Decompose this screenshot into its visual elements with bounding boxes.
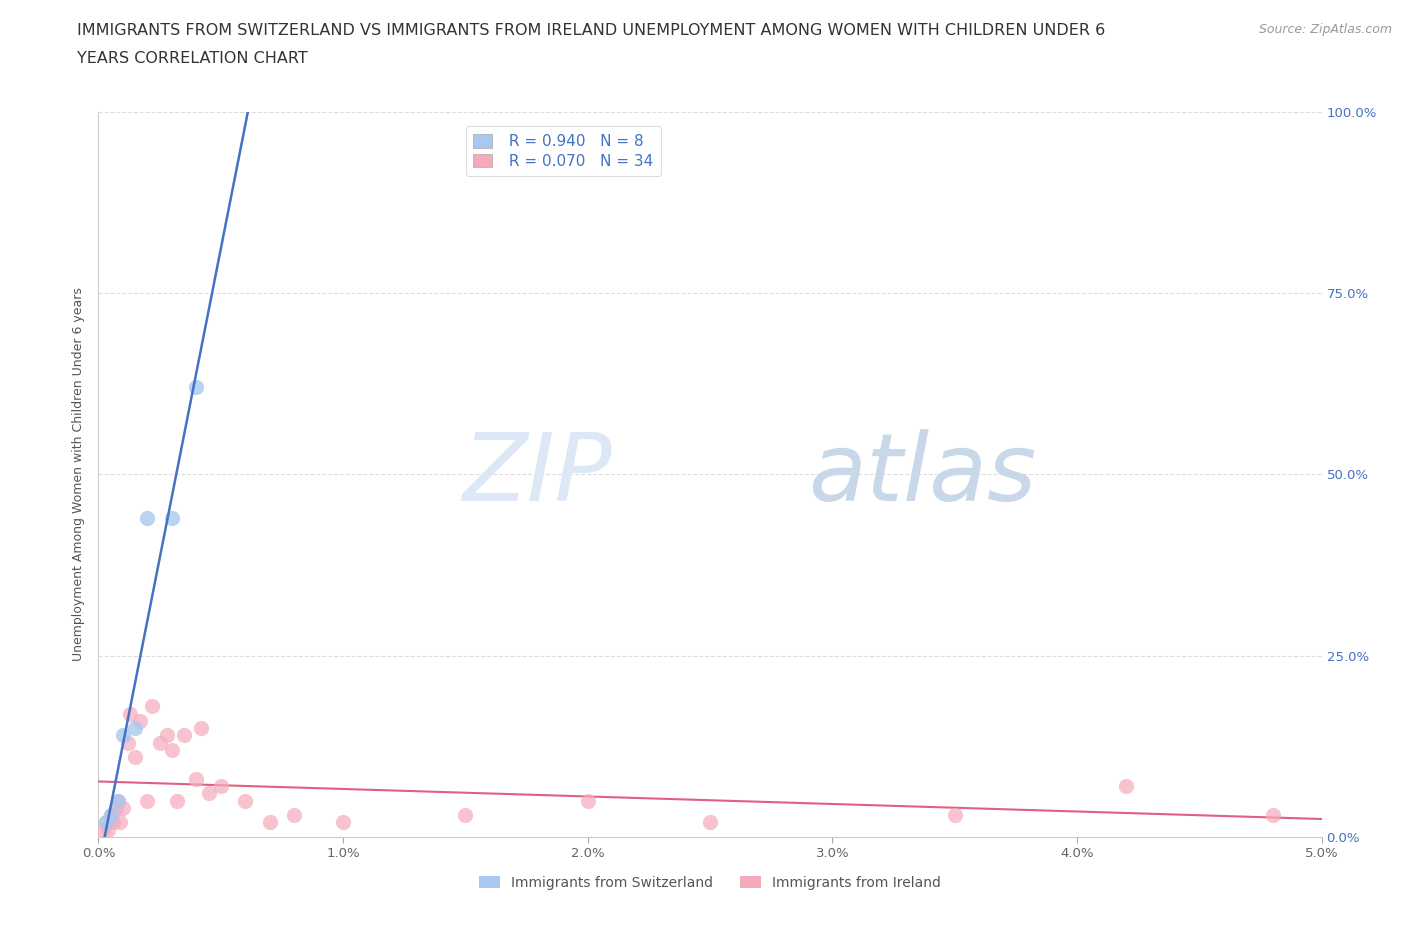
Point — [124, 750, 146, 764]
Point — [129, 713, 152, 728]
Point — [94, 815, 117, 830]
Point — [120, 706, 142, 721]
Point — [166, 793, 188, 808]
Text: ZIP: ZIP — [463, 429, 612, 520]
Point — [209, 778, 232, 793]
Point — [136, 511, 159, 525]
Point — [107, 793, 129, 808]
Point — [332, 815, 354, 830]
Point — [283, 808, 305, 823]
Point — [124, 721, 146, 736]
Point — [186, 772, 208, 787]
Point — [576, 793, 599, 808]
Point — [117, 736, 139, 751]
Point — [1115, 778, 1137, 793]
Point — [454, 808, 477, 823]
Point — [259, 815, 281, 830]
Point — [186, 379, 208, 394]
Point — [101, 815, 124, 830]
Point — [1261, 808, 1284, 823]
Point — [160, 742, 183, 757]
Point — [107, 793, 129, 808]
Point — [91, 822, 114, 837]
Text: IMMIGRANTS FROM SWITZERLAND VS IMMIGRANTS FROM IRELAND UNEMPLOYMENT AMONG WOMEN : IMMIGRANTS FROM SWITZERLAND VS IMMIGRANT… — [77, 23, 1105, 38]
Point — [111, 728, 134, 743]
Point — [110, 815, 132, 830]
Text: YEARS CORRELATION CHART: YEARS CORRELATION CHART — [77, 51, 308, 66]
Text: atlas: atlas — [808, 429, 1036, 520]
Point — [104, 801, 127, 816]
Point — [94, 815, 117, 830]
Text: Source: ZipAtlas.com: Source: ZipAtlas.com — [1258, 23, 1392, 36]
Point — [100, 808, 122, 823]
Point — [100, 808, 122, 823]
Point — [190, 721, 212, 736]
Point — [136, 793, 159, 808]
Point — [97, 822, 120, 837]
Legend: Immigrants from Switzerland, Immigrants from Ireland: Immigrants from Switzerland, Immigrants … — [474, 870, 946, 896]
Point — [943, 808, 966, 823]
Point — [111, 801, 134, 816]
Point — [160, 511, 183, 525]
Point — [149, 736, 172, 751]
Y-axis label: Unemployment Among Women with Children Under 6 years: Unemployment Among Women with Children U… — [72, 287, 86, 661]
Point — [699, 815, 721, 830]
Point — [197, 786, 219, 801]
Point — [173, 728, 195, 743]
Point — [141, 699, 163, 714]
Point — [156, 728, 179, 743]
Point — [233, 793, 256, 808]
